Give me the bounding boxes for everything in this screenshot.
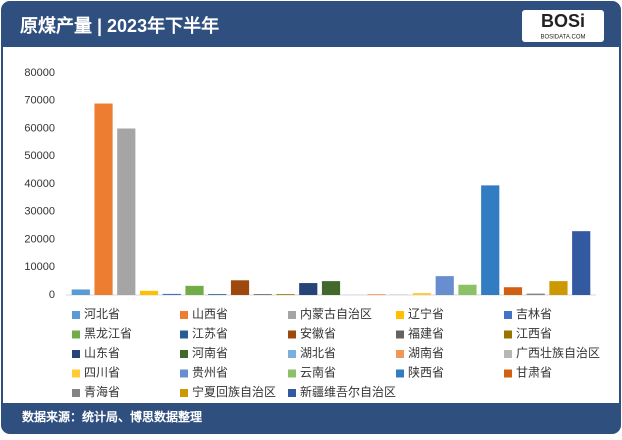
bar [185, 286, 203, 295]
bar [322, 281, 340, 295]
legend-marker [180, 389, 188, 397]
source: 数据来源：统计局、博思数据整理 [22, 409, 202, 424]
legend-marker [504, 370, 512, 378]
legend-label: 新疆维吾尔自治区 [300, 384, 396, 399]
legend-label: 陕西省 [408, 365, 444, 380]
legend-marker [396, 350, 404, 358]
bar [140, 291, 158, 295]
legend-label: 河北省 [84, 307, 120, 321]
legend-marker [72, 389, 80, 397]
legend-label: 内蒙古自治区 [300, 306, 372, 321]
bar [94, 104, 112, 295]
legend-marker [504, 350, 512, 358]
legend-marker [396, 331, 404, 339]
bar [458, 285, 476, 295]
legend-marker [396, 311, 404, 319]
y-tick-label: 30000 [24, 206, 55, 218]
bar [436, 276, 454, 295]
y-tick-label: 20000 [24, 233, 55, 245]
bar [572, 231, 590, 295]
legend-label: 四川省 [84, 366, 120, 380]
legend-marker [180, 350, 188, 358]
y-tick-label: 60000 [24, 122, 55, 134]
legend-marker [180, 370, 188, 378]
bar [481, 185, 499, 295]
legend-marker [72, 350, 80, 358]
legend-marker [72, 331, 80, 339]
legend-marker [72, 311, 80, 319]
y-tick-label: 50000 [24, 150, 55, 162]
legend-marker [288, 370, 296, 378]
logo: BOSi [541, 11, 585, 31]
legend-label: 湖北省 [300, 345, 336, 360]
legend-label: 山西省 [192, 307, 228, 321]
legend-marker [288, 350, 296, 358]
bar [299, 283, 317, 295]
bar [276, 294, 294, 295]
y-tick-label: 80000 [24, 67, 55, 79]
y-tick-label: 70000 [24, 95, 55, 107]
logo-sub: BOSIDATA.COM [540, 35, 585, 41]
legend-label: 广西壮族自治区 [516, 346, 600, 360]
legend-label: 云南省 [300, 365, 336, 380]
legend-label: 黑龙江省 [84, 327, 132, 341]
legend-label: 吉林省 [516, 307, 552, 321]
bar [413, 293, 431, 295]
legend-label: 河南省 [192, 345, 228, 360]
bar [367, 294, 385, 295]
legend-marker [180, 331, 188, 339]
legend-marker [396, 370, 404, 378]
bar [117, 129, 135, 296]
legend-label: 贵州省 [192, 366, 228, 380]
y-tick-label: 10000 [24, 261, 55, 273]
legend-marker [504, 311, 512, 319]
bar [527, 294, 545, 295]
y-tick-label: 0 [49, 289, 55, 301]
bar [72, 289, 90, 295]
bar [231, 280, 249, 295]
y-tick-label: 40000 [24, 178, 55, 190]
legend-label: 甘肃省 [516, 366, 552, 380]
chart-title: 原煤产量 | 2023年下半年 [20, 15, 219, 36]
legend-label: 宁夏回族自治区 [192, 384, 276, 399]
legend-marker [504, 331, 512, 339]
legend-marker [180, 311, 188, 319]
legend-label: 辽宁省 [408, 306, 444, 321]
legend-label: 江苏省 [192, 327, 228, 341]
bar [208, 294, 226, 295]
legend-label: 福建省 [408, 326, 444, 341]
legend-label: 山东省 [84, 346, 120, 360]
bar [504, 287, 522, 295]
legend-marker [288, 331, 296, 339]
legend-label: 安徽省 [300, 326, 336, 341]
bar [549, 281, 567, 295]
legend-label: 湖南省 [408, 345, 444, 360]
bar [163, 294, 181, 295]
legend-marker [288, 389, 296, 397]
bar [254, 294, 272, 295]
legend-marker [72, 370, 80, 378]
legend-label: 青海省 [84, 384, 120, 399]
legend-marker [288, 311, 296, 319]
legend-label: 江西省 [516, 327, 552, 341]
